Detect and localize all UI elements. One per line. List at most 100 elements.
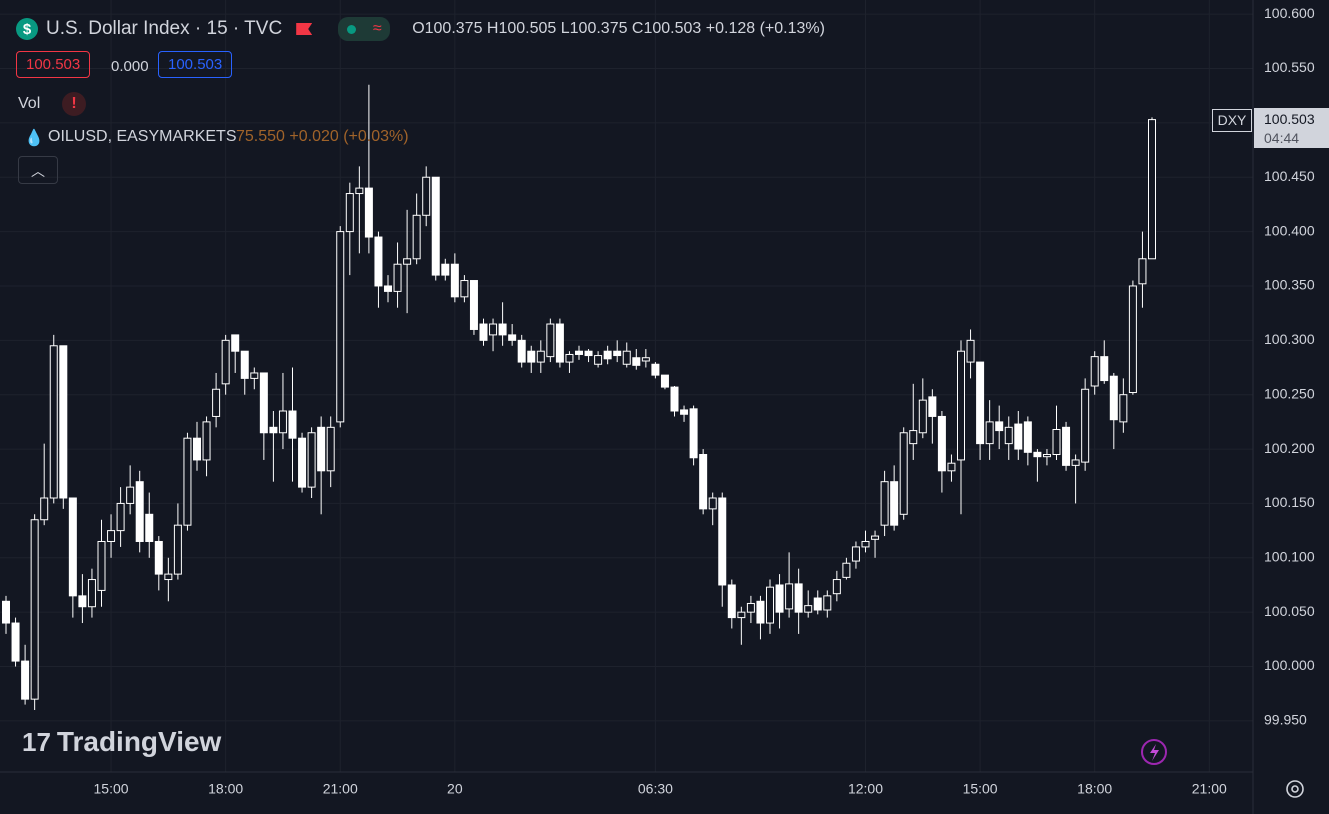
candle-body <box>1100 356 1109 382</box>
y-tick-label: 100.600 <box>1264 5 1315 21</box>
x-tick-label: 15:00 <box>963 781 998 797</box>
candle-body <box>641 357 650 362</box>
x-tick-label: 12:00 <box>848 781 883 797</box>
candle-body <box>832 579 841 595</box>
collapse-button[interactable]: ︿ <box>18 156 58 184</box>
y-tick-label: 100.050 <box>1264 603 1315 619</box>
candle-body <box>145 513 154 542</box>
y-tick-label: 100.450 <box>1264 168 1315 184</box>
candle-body <box>126 486 135 504</box>
candle-body <box>1042 454 1051 458</box>
candle-body <box>393 263 402 292</box>
x-tick-label: 06:30 <box>638 781 673 797</box>
candle-body <box>775 584 784 613</box>
candle-body <box>345 193 354 233</box>
candle-body <box>555 323 564 363</box>
candle-body <box>1014 423 1023 450</box>
spread: 0.000 <box>111 58 149 75</box>
candle-body <box>403 258 412 265</box>
y-tick-label: 100.400 <box>1264 222 1315 238</box>
candle-body <box>307 432 316 488</box>
candle-body <box>594 355 603 365</box>
candle-body <box>613 350 622 357</box>
y-tick-label: 100.300 <box>1264 331 1315 347</box>
compare-symbol[interactable]: OILUSD, EASYMARKETS <box>48 128 237 145</box>
sell-button[interactable]: 100.503 <box>16 51 91 78</box>
candle-body <box>947 462 956 472</box>
candle-body <box>651 363 660 376</box>
candle-body <box>804 605 813 613</box>
candle-body <box>1023 421 1032 453</box>
y-tick-label: 99.950 <box>1264 712 1307 728</box>
candle-body <box>326 426 335 472</box>
vol-warning[interactable]: ! <box>62 92 86 116</box>
candle-body <box>1004 426 1013 445</box>
candle-body <box>460 280 469 298</box>
candle-body <box>746 602 755 613</box>
candle-body <box>259 372 268 434</box>
candle-body <box>1081 388 1090 463</box>
candle-body <box>11 622 20 662</box>
candle-body <box>880 481 889 526</box>
settings-icon-inner <box>1291 785 1299 793</box>
candle-body <box>288 410 297 439</box>
candle-body <box>479 323 488 341</box>
candle-body <box>1138 258 1147 285</box>
candle-body <box>851 546 860 562</box>
watermark: 17 TradingView <box>22 726 222 757</box>
oil-icon: 💧 <box>24 130 44 147</box>
candle-body <box>173 524 182 575</box>
candle-body <box>269 426 278 434</box>
lightning-icon[interactable] <box>1141 739 1167 765</box>
candle-body <box>756 600 765 624</box>
candle-body <box>40 497 49 521</box>
candle-body <box>718 497 727 586</box>
candle-body <box>87 579 96 608</box>
candle-body <box>737 611 746 619</box>
x-tick-label: 21:00 <box>1192 781 1227 797</box>
candle-body <box>469 280 478 330</box>
candle-body <box>278 410 287 434</box>
symbol-title[interactable]: U.S. Dollar Index · 15 · TVC <box>46 18 283 39</box>
candle-body <box>49 345 58 499</box>
candle-body <box>890 481 899 526</box>
candle-body <box>565 353 574 363</box>
buy-button[interactable]: 100.503 <box>158 51 233 78</box>
candle-body <box>813 597 822 611</box>
candle-body <box>766 586 774 624</box>
market-status[interactable]: ≈ <box>338 17 391 41</box>
candle-body <box>450 263 459 298</box>
candle-body <box>78 595 87 608</box>
candle-body <box>957 350 965 461</box>
candle-body <box>1119 394 1128 423</box>
flag-icon[interactable] <box>296 23 313 35</box>
watermark-text: TradingView <box>56 726 222 757</box>
candle-body <box>1071 459 1080 466</box>
candle-body <box>384 285 392 292</box>
candle-body <box>422 176 431 216</box>
candle-body <box>164 573 173 581</box>
candle-body <box>861 540 870 548</box>
candle-body <box>871 535 880 540</box>
candle-body <box>727 584 736 619</box>
candle-body <box>431 176 440 276</box>
candle-body <box>193 437 201 461</box>
candle-body <box>2 600 10 624</box>
candle-body <box>985 421 994 445</box>
candle-body <box>1090 356 1099 387</box>
y-tick-label: 100.000 <box>1264 657 1315 673</box>
candle-body <box>680 409 689 415</box>
candle-body <box>899 432 908 515</box>
x-tick-label: 18:00 <box>208 781 243 797</box>
candle-body <box>508 334 517 341</box>
compare-values: 75.550 +0.020 (+0.03%) <box>236 128 409 145</box>
y-tick-label: 100.100 <box>1264 549 1315 565</box>
settings-icon[interactable] <box>1286 780 1304 798</box>
candle-body <box>632 357 641 366</box>
candle-body <box>995 421 1004 432</box>
candle-body <box>212 388 221 417</box>
candle-body <box>498 323 507 336</box>
candle-body <box>1109 375 1118 421</box>
ohlc-legend: O100.375 H100.505 L100.375 C100.503 +0.1… <box>412 20 825 37</box>
